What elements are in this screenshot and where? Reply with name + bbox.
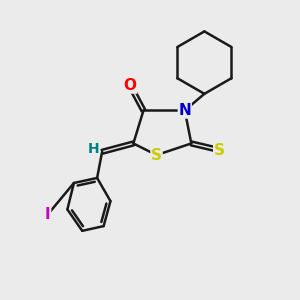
Text: I: I xyxy=(45,207,51,222)
Text: N: N xyxy=(178,103,191,118)
Text: S: S xyxy=(151,148,162,163)
Text: O: O xyxy=(124,78,136,93)
Text: H: H xyxy=(87,142,99,156)
Text: S: S xyxy=(214,142,225,158)
